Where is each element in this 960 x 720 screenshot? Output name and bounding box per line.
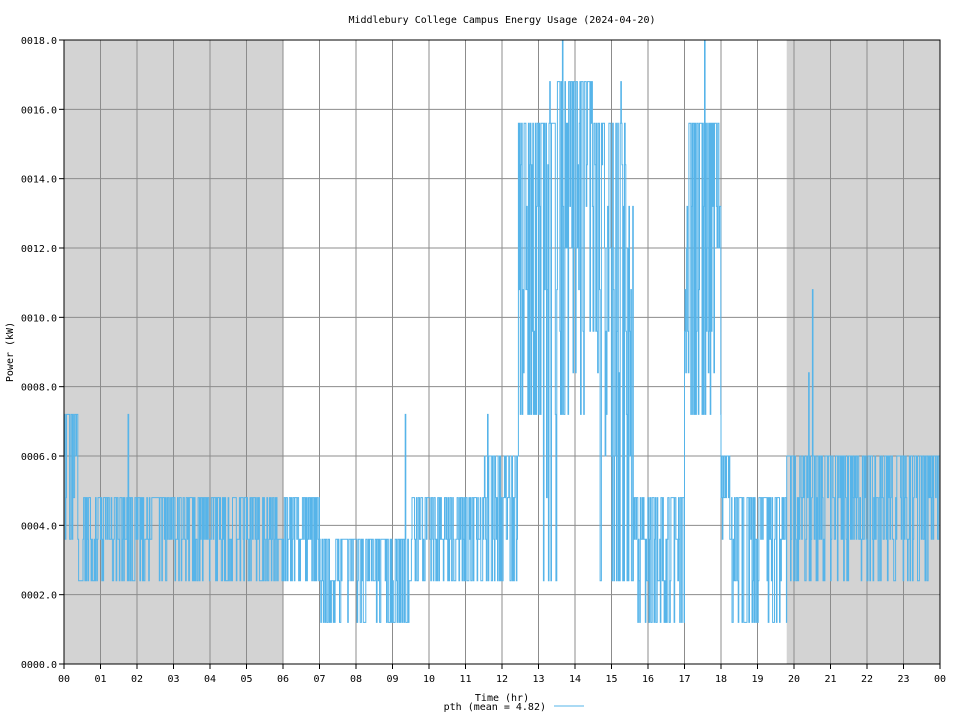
x-tick-label-5: 05 xyxy=(240,674,252,685)
series-line-pth xyxy=(64,39,940,623)
x-tick-label-14: 14 xyxy=(569,674,581,685)
y-tick-label-0: 0000.0 xyxy=(21,660,57,671)
x-tick-label-24: 00 xyxy=(934,674,946,685)
x-axis-ticks: 00 01 02 03 04 05 06 07 08 09 10 11 12 13 14 15 16 17 18 19… xyxy=(58,664,946,685)
x-tick-label-7: 07 xyxy=(313,674,325,685)
x-tick-label-2: 02 xyxy=(131,674,143,685)
x-tick-label-18: 18 xyxy=(715,674,727,685)
x-tick-label-9: 09 xyxy=(386,674,398,685)
y-tick-label-5: 0010.0 xyxy=(21,313,57,324)
x-tick-label-22: 22 xyxy=(861,674,873,685)
x-tick-label-20: 20 xyxy=(788,674,800,685)
y-axis-ticks: 0000.0 0002.0 0004.0 0006.0 0008.0 0010.0 0012… xyxy=(21,36,64,671)
x-tick-label-0: 00 xyxy=(58,674,70,685)
legend-label: pth (mean = 4.82) xyxy=(444,702,546,713)
y-tick-label-2: 0004.0 xyxy=(21,521,57,532)
x-tick-label-3: 03 xyxy=(167,674,179,685)
y-tick-label-8: 0016.0 xyxy=(21,105,57,116)
legend: pth (mean = 4.82) xyxy=(444,702,584,713)
x-tick-label-11: 11 xyxy=(459,674,471,685)
x-tick-label-23: 23 xyxy=(897,674,909,685)
y-axis-label: Power (kW) xyxy=(5,322,16,382)
x-tick-label-8: 08 xyxy=(350,674,362,685)
x-tick-label-4: 04 xyxy=(204,674,216,685)
x-tick-label-19: 19 xyxy=(751,674,763,685)
y-tick-label-7: 0014.0 xyxy=(21,175,57,186)
x-tick-label-21: 21 xyxy=(824,674,836,685)
x-axis-label: Time (hr) xyxy=(475,693,529,704)
x-tick-label-16: 16 xyxy=(642,674,654,685)
y-tick-label-9: 0018.0 xyxy=(21,36,57,47)
series-pth xyxy=(64,39,940,623)
x-tick-label-13: 13 xyxy=(532,674,544,685)
x-tick-label-15: 15 xyxy=(605,674,617,685)
y-tick-label-6: 0012.0 xyxy=(21,244,57,255)
y-tick-label-4: 0008.0 xyxy=(21,383,57,394)
x-tick-label-6: 06 xyxy=(277,674,289,685)
y-tick-label-3: 0006.0 xyxy=(21,452,57,463)
chart-title: Middlebury College Campus Energy Usage (… xyxy=(348,15,655,26)
x-tick-label-12: 12 xyxy=(496,674,508,685)
x-tick-label-17: 17 xyxy=(678,674,690,685)
x-tick-label-10: 10 xyxy=(423,674,435,685)
x-tick-label-1: 01 xyxy=(94,674,106,685)
y-tick-label-1: 0002.0 xyxy=(21,591,57,602)
